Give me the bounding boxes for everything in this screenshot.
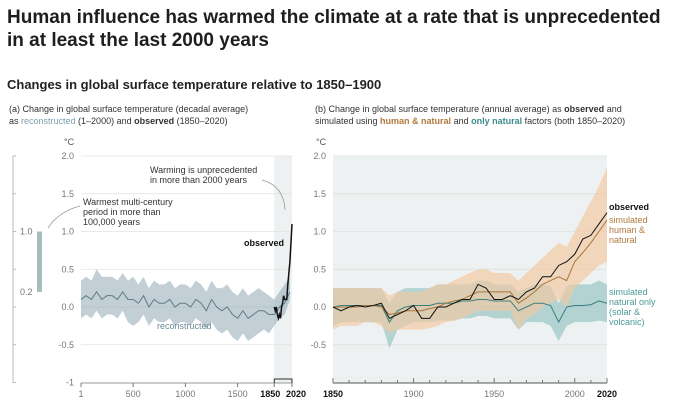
caption-text: (1850–2020): [174, 116, 228, 126]
annotation-line: period in more than: [83, 207, 161, 217]
panel-a-caption-line2: as reconstructed (1–2000) and observed (…: [9, 115, 248, 127]
panel-a-caption-line1: (a) Change in global surface temperature…: [9, 104, 249, 114]
warmest-period-bar: [37, 231, 42, 292]
legend-line: human &: [609, 225, 646, 235]
caption-only-natural: only natural: [471, 116, 523, 126]
annotation-unprecedented: Warming is unprecedented in more than 200…: [150, 165, 257, 185]
x-tick-label-a: 1850: [260, 389, 280, 399]
y-tick-label-b: 2.0: [313, 151, 326, 161]
label-observed-a: observed: [244, 238, 285, 248]
label-simulated-natural-only: simulated natural only (solar & volcanic): [609, 287, 656, 327]
panel-b-caption-line1: (b) Change in global surface temperature…: [315, 103, 625, 115]
y-tick-label-a: 1.0: [61, 227, 74, 237]
label-observed-b: observed: [609, 202, 650, 212]
x-tick-label-a: 1500: [228, 389, 248, 399]
observed-line-a: [273, 223, 293, 322]
legend-line: simulated: [609, 215, 648, 225]
annotation-warmest: Warmest multi-century period in more than…: [83, 197, 173, 227]
caption-text: (1–2000) and: [75, 116, 135, 126]
human-natural-mean-line: [333, 219, 608, 316]
reconstructed-line: [80, 291, 291, 320]
x-tick-label-a: 1: [78, 389, 83, 399]
legend-line: (solar &: [609, 307, 641, 317]
x-tick-label-a: 500: [126, 389, 141, 399]
caption-observed: observed: [134, 116, 175, 126]
caption-reconstructed: reconstructed: [21, 116, 76, 126]
x-tick-label-b: 2020: [597, 389, 617, 399]
y-tick-label-b: 1.0: [313, 227, 326, 237]
legend-line: simulated: [609, 287, 648, 297]
legend-line: natural: [609, 235, 637, 245]
caption-text: as: [9, 116, 22, 126]
panel-a-caption: (a) Change in global surface temperature…: [9, 103, 248, 127]
scale-bar-label: 0.2: [20, 287, 33, 297]
y-tick-label-a: -1: [66, 378, 74, 388]
annotation-line: 100,000 years: [83, 217, 141, 227]
legend-line: natural only: [609, 297, 656, 307]
reconstructed-range: [81, 269, 290, 341]
y-axis-unit-b: °C: [316, 137, 327, 147]
human-natural-range: [333, 167, 607, 334]
legend-line: volcanic): [609, 317, 645, 327]
caption-text: (b) Change in global surface temperature…: [315, 104, 565, 114]
caption-observed: observed: [564, 104, 605, 114]
x-tick-label-b: 1850: [323, 389, 343, 399]
label-reconstructed: reconstructed: [157, 321, 212, 331]
y-tick-label-a: 0.5: [61, 264, 74, 274]
x-tick-label-b: 1950: [484, 389, 504, 399]
caption-text: and: [604, 104, 622, 114]
label-simulated-human-natural: simulated human & natural: [609, 215, 648, 245]
figure-subtitle: Changes in global surface temperature re…: [7, 77, 382, 92]
panel-b-caption-line2: simulated using human & natural and only…: [315, 115, 625, 127]
y-tick-label-b: 0.5: [313, 264, 326, 274]
y-tick-label-b: 1.5: [313, 189, 326, 199]
figure-title: Human influence has warmed the climate a…: [7, 7, 661, 51]
x-tick-label-b: 1900: [404, 389, 424, 399]
y-tick-label-b: 0.0: [313, 302, 326, 312]
y-tick-label-a: 1.5: [61, 189, 74, 199]
x-tick-label-a: 1000: [175, 389, 195, 399]
annotation-line: in more than 2000 years: [150, 175, 248, 185]
scale-bar-label: 1.0: [20, 227, 33, 237]
arrow-unprecedented: [261, 179, 286, 211]
caption-human-natural: human & natural: [380, 116, 452, 126]
caption-text: factors (both 1850–2020): [522, 116, 626, 126]
y-tick-label-a: -0.5: [58, 340, 74, 350]
observed-line-b: [332, 212, 608, 319]
caption-text: simulated using: [315, 116, 381, 126]
annotation-line: Warmest multi-century: [83, 197, 173, 207]
x-tick-label-a: 2020: [286, 389, 306, 399]
observed-period-bracket-a: [273, 378, 293, 383]
annotation-line: Warming is unprecedented: [150, 165, 258, 175]
caption-text: and: [451, 116, 472, 126]
y-tick-label-a: 0.0: [61, 302, 74, 312]
panel-b-caption: (b) Change in global surface temperature…: [315, 103, 625, 127]
y-tick-label-a: 2.0: [61, 151, 74, 161]
natural-only-mean-line: [332, 298, 608, 324]
y-tick-label-b: -0.5: [310, 340, 326, 350]
y-axis-unit-a: °C: [64, 137, 75, 147]
arrow-warmest: [47, 205, 81, 229]
x-tick-label-b: 2000: [565, 389, 585, 399]
